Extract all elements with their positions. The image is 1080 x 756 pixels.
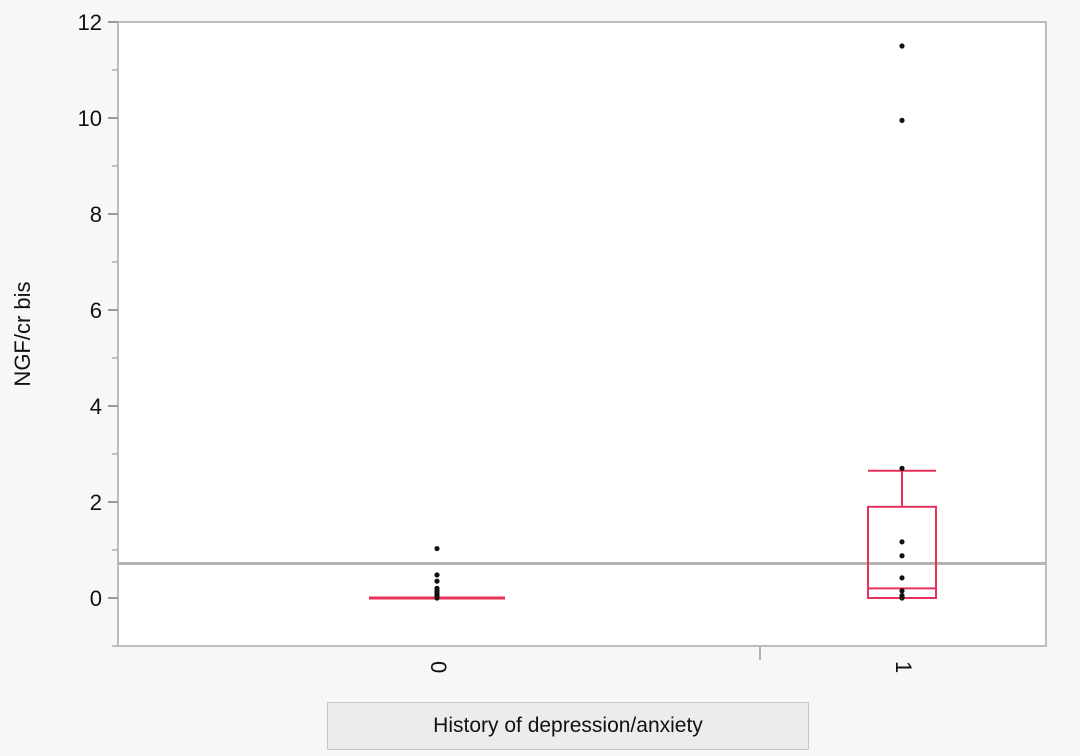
data-point [899,588,905,594]
y-tick-label: 4 [90,394,102,419]
data-point [899,575,905,581]
y-tick-label: 8 [90,202,102,227]
y-tick-label: 2 [90,490,102,515]
y-tick-label: 6 [90,298,102,323]
chart-marks [118,43,1046,601]
y-axis: 0 2 4 6 8 10 12 [78,10,118,647]
box-plot-0 [369,545,505,601]
x-axis-title-box: History of depression/anxiety [327,702,809,750]
y-tick-label: 0 [90,586,102,611]
x-tick-label: 1 [891,661,916,673]
data-point [899,593,905,599]
y-tick-label: 10 [78,106,102,131]
plot-area [117,21,1047,647]
data-point [434,585,440,592]
data-point [434,572,440,578]
x-axis-title: History of depression/anxiety [433,714,703,737]
x-tick-label: 0 [426,661,451,673]
box-plot-1 [867,43,937,601]
data-point [434,545,440,552]
data-point [899,553,905,559]
data-point [899,117,905,123]
data-point [434,578,440,584]
data-point [899,43,905,49]
data-point [899,465,905,471]
y-tick-label: 12 [78,10,102,35]
y-axis-title: NGF/cr bis [10,281,35,386]
data-point [899,539,905,545]
